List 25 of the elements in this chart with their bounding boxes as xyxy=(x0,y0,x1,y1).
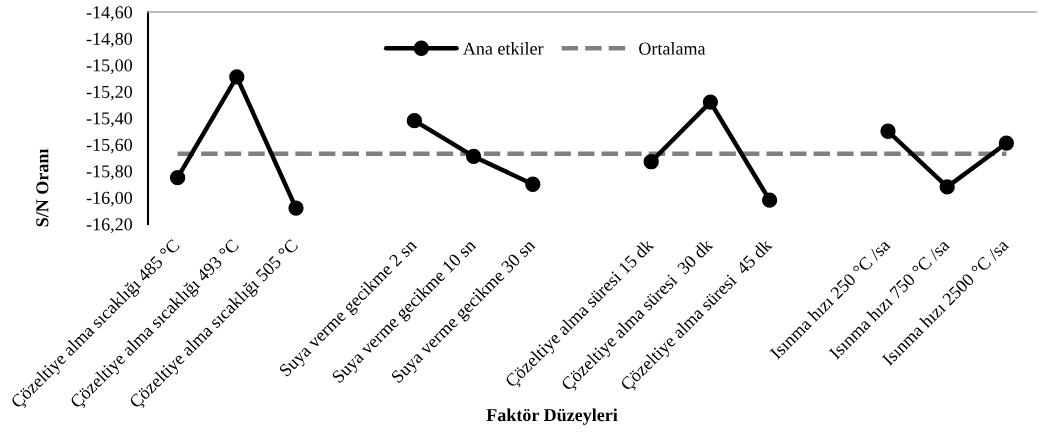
point xyxy=(406,113,423,129)
point xyxy=(169,169,186,186)
legend-label: Ana etkiler xyxy=(463,42,544,55)
point xyxy=(939,179,955,195)
y-tick-label: -15,00 xyxy=(86,59,133,75)
point xyxy=(525,176,541,192)
point xyxy=(880,123,896,139)
point xyxy=(761,192,778,208)
y-tick-label: -15,20 xyxy=(86,85,133,101)
point xyxy=(702,94,719,110)
y-tick-label: -16,00 xyxy=(86,191,133,207)
point xyxy=(465,148,482,165)
point xyxy=(229,69,245,85)
x-axis-title: Faktör Düzeyleri xyxy=(486,408,618,425)
point xyxy=(643,154,659,170)
legend-label: Ortalama xyxy=(639,42,706,55)
point xyxy=(998,135,1015,151)
y-tick-label: -15,60 xyxy=(86,138,133,154)
y-tick-label: -15,40 xyxy=(86,112,133,128)
y-tick-label: -16,20 xyxy=(86,218,133,234)
point xyxy=(288,200,304,216)
y-tick-label: -15,80 xyxy=(86,165,133,181)
y-tick-label: -14,80 xyxy=(86,32,133,48)
y-axis-title: S/N Oranı xyxy=(36,148,49,227)
y-tick-label: -14,60 xyxy=(86,6,133,22)
